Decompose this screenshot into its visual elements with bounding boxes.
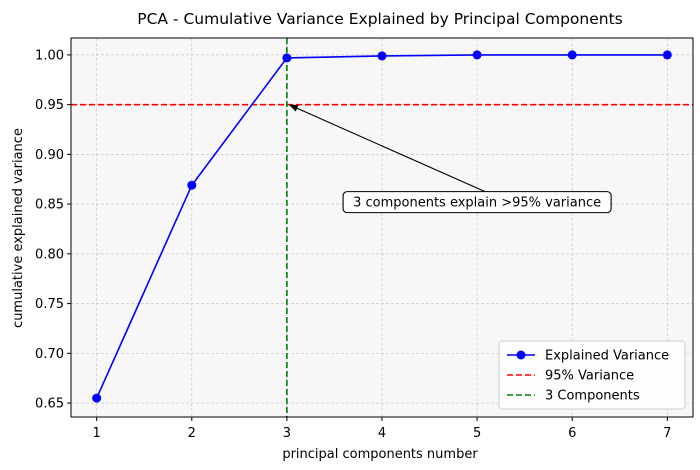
y-tick-label: 0.80 (35, 247, 64, 262)
x-axis-label: principal components number (282, 447, 478, 462)
data-point (187, 180, 197, 190)
x-tick-label: 7 (663, 426, 671, 441)
x-tick-label: 1 (93, 426, 101, 441)
x-tick-label: 3 (283, 426, 291, 441)
legend-label: Explained Variance (545, 349, 669, 364)
annotation-arrowhead (288, 104, 299, 112)
annotation-text: 3 components explain >95% variance (353, 196, 601, 211)
reference-lines (71, 38, 693, 417)
legend-box (498, 340, 686, 410)
x-tick-label: 6 (568, 426, 576, 441)
chart-title: PCA - Cumulative Variance Explained by P… (137, 10, 623, 28)
legend: Explained Variance 95% Variance 3 Componen… (498, 340, 686, 410)
data-point (567, 50, 577, 60)
y-tick-label: 0.65 (35, 397, 64, 412)
legend-label: 95% Variance (545, 369, 634, 384)
y-tick-label: 1.00 (35, 48, 64, 63)
annotation-box (342, 191, 612, 214)
x-tick-label: 4 (378, 426, 386, 441)
y-tick-label: 0.70 (35, 347, 64, 362)
legend-marker (516, 350, 526, 360)
series (92, 50, 672, 403)
y-tick-label: 0.95 (35, 98, 64, 113)
y-axis-label: cumulative explained variance (11, 128, 26, 328)
data-point (282, 53, 292, 63)
y-tick-label: 0.85 (35, 198, 64, 213)
y-tick-label: 0.90 (35, 148, 64, 163)
annotation-arrow (296, 107, 486, 193)
data-point (472, 50, 482, 60)
x-tick-label: 5 (473, 426, 481, 441)
y-axis: 0.65 0.70 0.75 0.80 0.85 0.90 0.95 1.00 (35, 48, 71, 412)
y-tick-label: 0.75 (35, 297, 64, 312)
data-point (662, 50, 672, 60)
annotation: 3 components explain >95% variance (288, 104, 612, 214)
legend-label: 3 Components (545, 389, 640, 404)
x-tick-label: 2 (188, 426, 196, 441)
data-point (92, 393, 102, 403)
data-point (377, 51, 387, 61)
x-axis: 1 2 3 4 5 6 7 (93, 417, 671, 441)
